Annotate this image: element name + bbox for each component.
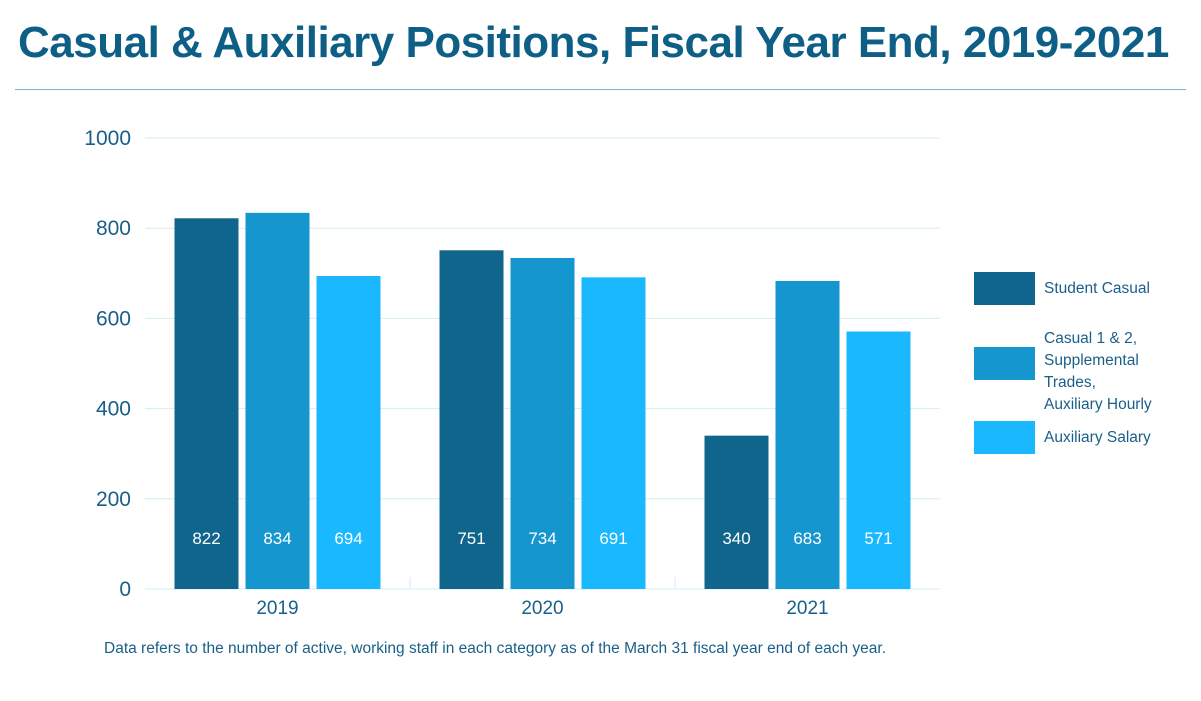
bar xyxy=(846,331,911,589)
bar xyxy=(174,218,239,589)
y-tick-label: 0 xyxy=(119,578,131,601)
y-tick-label: 1000 xyxy=(84,127,131,150)
y-tick-label: 600 xyxy=(96,307,131,330)
x-tick-label: 2021 xyxy=(786,598,828,619)
bar xyxy=(316,276,381,589)
bar-value-label: 734 xyxy=(528,529,556,548)
bar xyxy=(245,212,310,589)
legend-swatch-student-casual xyxy=(974,272,1035,305)
bar xyxy=(704,435,769,589)
title-divider xyxy=(15,89,1186,90)
y-tick-label: 400 xyxy=(96,398,131,421)
legend-label-auxiliary-salary: Auxiliary Salary xyxy=(1044,429,1151,446)
footnote: Data refers to the number of active, wor… xyxy=(104,640,887,657)
legend-label-casual-hourly: Casual 1 & 2, Supplemental Trades, Auxil… xyxy=(1044,330,1152,413)
x-tick-label: 2020 xyxy=(521,598,563,619)
bar-value-label: 691 xyxy=(599,529,627,548)
bar-value-label: 751 xyxy=(457,529,485,548)
legend-label-student-casual: Student Casual xyxy=(1044,280,1150,297)
bar-value-label: 822 xyxy=(192,529,220,548)
bar xyxy=(775,280,840,589)
bar xyxy=(439,250,504,589)
bar-value-label: 683 xyxy=(793,529,821,548)
bar-value-label: 571 xyxy=(864,529,892,548)
bar xyxy=(581,277,646,589)
bar-value-label: 694 xyxy=(334,529,362,548)
bar xyxy=(510,257,575,589)
x-tick-label: 2019 xyxy=(256,598,298,619)
legend-swatch-auxiliary-salary xyxy=(974,421,1035,454)
y-tick-label: 200 xyxy=(96,488,131,511)
y-tick-label: 800 xyxy=(96,217,131,240)
bar-value-label: 340 xyxy=(722,529,750,548)
bar-value-label: 834 xyxy=(263,529,291,548)
chart-title: Casual & Auxiliary Positions, Fiscal Yea… xyxy=(18,18,1169,67)
legend-swatch-casual-hourly xyxy=(974,347,1035,380)
